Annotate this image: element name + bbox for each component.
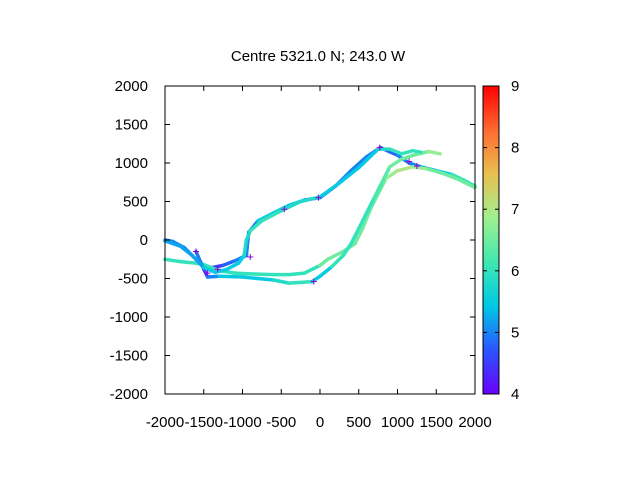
track-segment <box>411 165 431 171</box>
data-point-marker <box>406 158 413 165</box>
track-segment <box>411 148 423 154</box>
track-segment <box>318 265 334 278</box>
data-point-marker <box>376 144 383 151</box>
track-segment <box>388 157 404 169</box>
y-tick-label: 2000 <box>115 78 148 95</box>
data-markers <box>193 144 420 285</box>
track-segment <box>240 275 260 281</box>
track-segment <box>360 207 373 231</box>
x-tick-label: 1500 <box>420 414 453 431</box>
track-segment <box>326 249 346 262</box>
track-segment <box>357 211 369 231</box>
track-segment <box>426 167 446 176</box>
track-segment <box>349 226 361 246</box>
track-segment <box>380 165 392 185</box>
colorbar-tick-label: 8 <box>511 140 519 157</box>
track-segment <box>399 153 415 161</box>
x-tick-label: -500 <box>266 414 296 431</box>
x-tick-label: -2000 <box>146 414 184 431</box>
track-segment <box>233 271 253 276</box>
track-segment <box>426 149 442 156</box>
x-tick-label: 0 <box>316 414 324 431</box>
data-point-marker <box>310 278 317 285</box>
y-tick-label: -2000 <box>110 386 148 403</box>
track-4 <box>163 147 423 275</box>
track-segment <box>287 279 315 285</box>
y-tick-label: -1000 <box>110 309 148 326</box>
track-segment <box>287 271 307 277</box>
chart-title: Centre 5321.0 N; 243.0 W <box>231 48 406 65</box>
colorbar <box>482 85 500 395</box>
x-tick-label: -1000 <box>223 414 261 431</box>
track-segment <box>190 253 206 270</box>
track-segment <box>341 242 353 258</box>
y-tick-label: 500 <box>123 194 148 211</box>
y-tick-label: 1000 <box>115 155 148 172</box>
track-segment <box>457 178 477 190</box>
y-tick-label: -1500 <box>110 348 148 365</box>
x-axis: -2000 -1500 -1000 -500 0 500 1000 1500 2000 <box>146 86 492 431</box>
track-segment <box>353 226 365 246</box>
track-segment <box>217 274 245 279</box>
colorbar-tick-label: 7 <box>511 201 519 218</box>
colorbar-tick-label: 9 <box>511 78 519 95</box>
y-tick-label: 1500 <box>115 117 148 134</box>
track-segment <box>384 168 400 181</box>
track-segment <box>225 261 241 272</box>
x-tick-label: 2000 <box>458 414 491 431</box>
x-tick-label: 500 <box>346 414 371 431</box>
data-point-marker <box>247 253 254 260</box>
data-point-marker <box>315 194 322 201</box>
track-segment <box>388 147 404 156</box>
track-segment <box>260 208 284 223</box>
colorbar-tick-label: 4 <box>511 386 519 403</box>
colorbar-axis: 9 8 7 6 5 4 <box>483 78 519 403</box>
track-segment <box>256 276 276 282</box>
track-segment <box>349 155 369 173</box>
track-segment <box>357 147 380 170</box>
track-segment <box>399 148 415 156</box>
track-2 <box>163 165 477 277</box>
track-segment <box>442 172 462 182</box>
track-segment <box>248 219 264 233</box>
track-segment <box>329 253 346 269</box>
data-tracks <box>163 145 477 285</box>
track-1 <box>163 145 477 270</box>
track-segment <box>221 259 237 268</box>
track-segment <box>337 165 361 185</box>
data-point-marker <box>214 266 221 273</box>
colorbar-tick-label: 5 <box>511 324 519 341</box>
track-segment <box>318 181 342 199</box>
track-segment <box>202 265 218 275</box>
x-tick-label: -1500 <box>185 414 223 431</box>
data-point-marker <box>193 248 199 255</box>
track-segment <box>163 239 183 248</box>
data-point-marker <box>281 206 288 213</box>
track-segment <box>178 244 194 258</box>
track-segment <box>302 263 322 275</box>
y-tick-label: -500 <box>118 271 148 288</box>
track-segment <box>205 274 222 279</box>
x-tick-label: 1000 <box>381 414 414 431</box>
track-segment <box>242 238 249 258</box>
data-point-marker <box>413 163 420 170</box>
y-tick-label: 0 <box>140 232 148 249</box>
track-segment <box>271 278 291 285</box>
y-axis: 2000 1500 1000 500 0 -500 -1000 -1500 -2000 <box>110 78 475 403</box>
track-segment <box>372 180 384 200</box>
track-segment <box>202 262 222 273</box>
track-segment <box>163 257 183 264</box>
track-segment <box>364 195 377 215</box>
colorbar-tick-label: 6 <box>511 263 519 280</box>
plot-frame <box>164 85 476 395</box>
data-point-marker <box>204 270 211 277</box>
track-segment <box>178 259 198 265</box>
track-segment <box>248 272 276 277</box>
track-segment <box>395 165 415 173</box>
